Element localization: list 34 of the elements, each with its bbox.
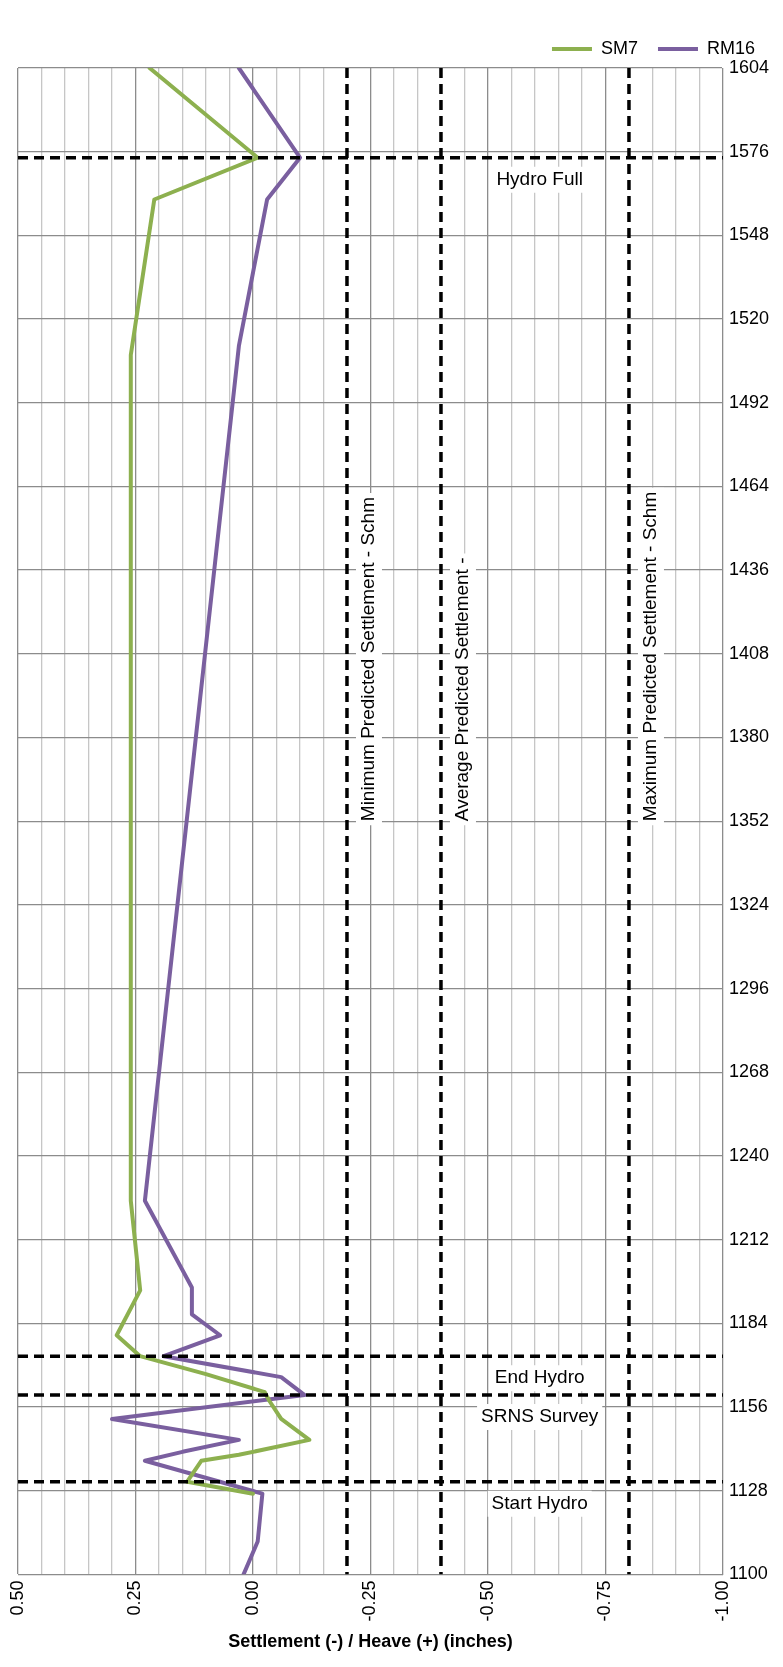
y-tick-label: 1296 [728,977,769,998]
y-tick-label: 1380 [728,726,769,747]
y-tick-label: 1520 [728,308,769,329]
ref-line-label: Minimum Predicted Settlement - Schm [357,497,379,822]
x-tick-label: -0.50 [476,1580,497,1622]
ref-line-label: End Hydro [494,1366,585,1388]
x-axis-title: Settlement (-) / Heave (+) (inches) [228,1631,513,1652]
y-tick-label: 1604 [728,56,769,77]
y-tick-label: 1324 [728,893,769,914]
x-tick-label: 0.50 [6,1580,27,1616]
x-tick-label: 0.00 [241,1580,262,1616]
y-tick-label: 1240 [728,1144,769,1165]
y-tick-label: 1352 [728,810,769,831]
x-tick-label: 0.25 [124,1580,145,1616]
ref-line-label: SRNS Survey [481,1405,599,1427]
y-tick-label: 1408 [728,642,769,663]
x-tick-label: -0.25 [359,1580,380,1622]
y-tick-label: 1212 [728,1228,769,1249]
x-tick-label: -0.75 [594,1580,615,1622]
ref-line-label: Average Predicted Settlement - [451,557,473,822]
legend-label: SM7 [600,37,638,58]
ref-line-label: Hydro Full [496,167,583,189]
legend-label: RM16 [706,37,755,58]
y-tick-label: 1576 [728,140,769,161]
y-tick-label: 1436 [728,559,769,580]
y-tick-label: 1156 [728,1395,768,1416]
y-tick-label: 1464 [728,475,769,496]
y-tick-label: 1268 [728,1061,769,1082]
y-tick-label: 1492 [728,391,769,412]
y-tick-label: 1184 [728,1312,768,1333]
ref-line-label: Start Hydro [491,1491,588,1513]
y-tick-label: 1548 [728,224,769,245]
ref-line-label: Maximum Predicted Settlement - Schm [639,491,661,822]
y-tick-label: 1128 [728,1479,768,1500]
